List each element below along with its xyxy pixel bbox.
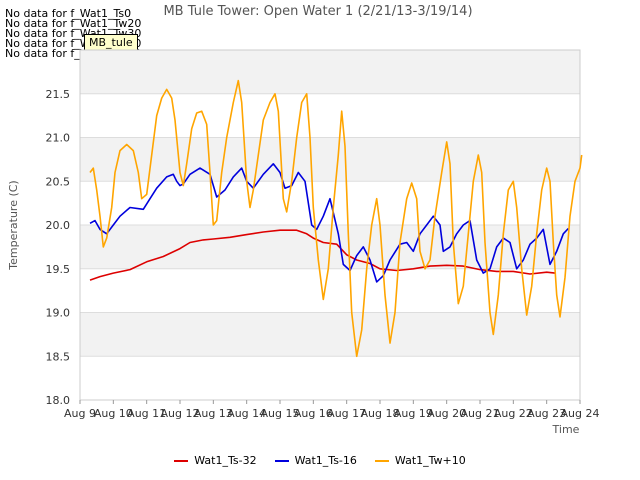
no-data-note: No data for f_Wat1_Tw40 <box>5 37 142 50</box>
x-tick-label: Aug 10 <box>94 407 133 420</box>
x-tick-label: Aug 9 <box>64 407 96 420</box>
plot-band <box>80 312 580 357</box>
x-tick-label: Aug 13 <box>194 407 233 420</box>
plot-band <box>80 50 580 94</box>
x-tick-label: Aug 17 <box>327 407 366 420</box>
x-tick-label: Aug 15 <box>261 407 300 420</box>
x-tick-label: Aug 24 <box>561 407 600 420</box>
x-tick-label: Aug 20 <box>427 407 466 420</box>
y-tick-label: 19.0 <box>46 307 71 320</box>
x-tick-label: Aug 23 <box>527 407 566 420</box>
legend-label: Wat1_Ts-32 <box>194 454 257 467</box>
x-tick-label: Aug 19 <box>394 407 433 420</box>
no-data-note: No data for f_Wat1_Tw50 <box>5 47 142 60</box>
x-tick-label: Aug 11 <box>127 407 166 420</box>
legend-item: Wat1_Ts-16 <box>274 454 357 467</box>
no-data-note: No data for f_Wat1_Tw20 <box>5 17 142 30</box>
legend: Wat1_Ts-32 Wat1_Ts-16 Wat1_Tw+10 <box>0 454 640 467</box>
x-tick-label: Aug 18 <box>361 407 400 420</box>
legend-item: Wat1_Ts-32 <box>174 454 257 467</box>
plot-frame <box>79 49 581 401</box>
y-tick-label: 18.5 <box>46 350 71 363</box>
plot-background <box>80 50 580 400</box>
x-tick-label: Aug 21 <box>461 407 500 420</box>
series-line-wat1-ts-32 <box>89 229 556 281</box>
no-data-note: No data for f_Wat1_Ts0 <box>5 7 132 20</box>
y-tick-label: 20.5 <box>46 175 71 188</box>
series-line-wat1-tw-10 <box>89 79 583 358</box>
legend-item: Wat1_Tw+10 <box>374 454 466 467</box>
legend-swatch <box>174 459 189 462</box>
x-tick-label: Aug 22 <box>494 407 533 420</box>
plot-band <box>80 93 580 138</box>
y-tick-label: 20.0 <box>46 219 71 232</box>
x-tick-label: Aug 16 <box>294 407 333 420</box>
y-tick-label: 18.0 <box>46 394 71 407</box>
y-tick-label: 21.5 <box>46 88 71 101</box>
x-tick-label: Aug 14 <box>227 407 266 420</box>
y-tick-label: 21.0 <box>46 132 71 145</box>
x-axis-label: Time <box>552 423 580 436</box>
x-tick-label: Aug 12 <box>161 407 200 420</box>
plot-band <box>80 181 580 225</box>
series-line-wat1-ts-16 <box>89 163 569 283</box>
legend-swatch <box>274 459 289 462</box>
y-axis-label: Temperature (C) <box>7 180 20 270</box>
plot-band <box>80 356 580 400</box>
no-data-note: No data for f_Wat1_Tw30 <box>5 27 142 40</box>
chart-title: MB Tule Tower: Open Water 1 (2/21/13-3/1… <box>163 4 472 19</box>
legend-swatch <box>374 459 389 462</box>
plot-band <box>80 268 580 313</box>
plot-band <box>80 137 580 182</box>
legend-label: Wat1_Ts-16 <box>294 454 357 467</box>
site-badge-label: MB_tule <box>89 36 133 49</box>
y-tick-label: 19.5 <box>46 263 71 276</box>
y-axis: 18.0 18.5 19.0 19.5 20.0 20.5 21.0 21.5 <box>46 88 71 407</box>
legend-label: Wat1_Tw+10 <box>394 454 466 467</box>
series-group <box>89 79 583 358</box>
